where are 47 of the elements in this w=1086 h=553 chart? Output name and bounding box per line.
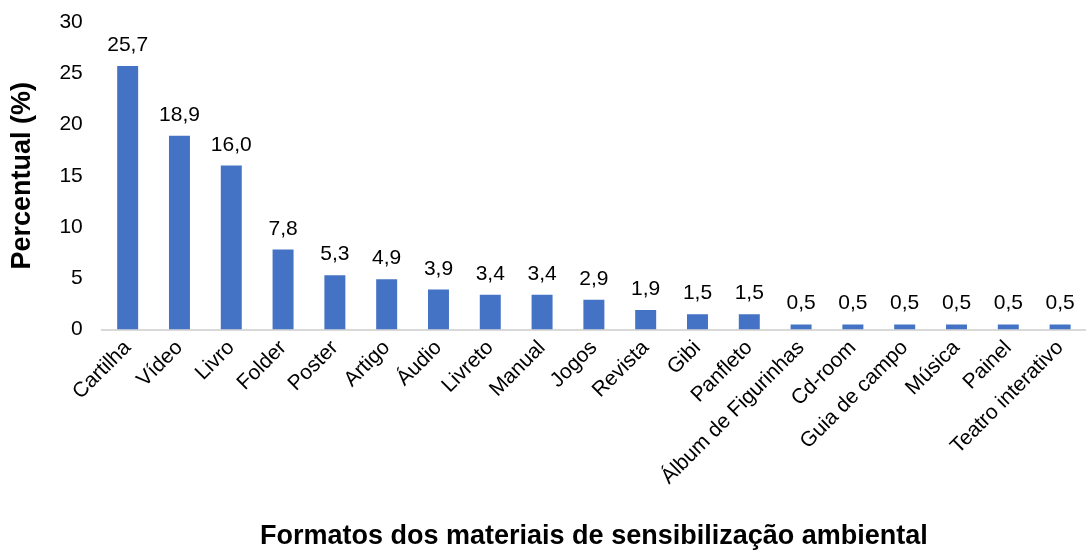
y-tick-label: 10 — [59, 213, 83, 237]
data-label: 5,3 — [320, 241, 350, 265]
data-label: 4,9 — [372, 245, 402, 269]
data-label: 16,0 — [210, 131, 252, 155]
data-label: 0,5 — [890, 290, 920, 314]
data-label: 3,4 — [527, 260, 557, 284]
bar — [168, 135, 190, 330]
data-label: 1,5 — [734, 280, 764, 304]
bar — [531, 294, 553, 330]
bar — [376, 279, 398, 330]
bar — [479, 294, 501, 330]
y-axis-title: Percentual (%) — [5, 82, 36, 270]
y-tick-label: 25 — [59, 60, 83, 84]
data-label: 0,5 — [1045, 290, 1075, 314]
data-label: 2,9 — [579, 265, 609, 289]
data-label: 18,9 — [159, 101, 200, 125]
bar — [686, 314, 708, 330]
bar — [894, 324, 916, 330]
data-label: 0,5 — [838, 290, 868, 314]
data-label: 25,7 — [107, 32, 149, 56]
bar — [1049, 324, 1071, 330]
data-label: 0,5 — [993, 290, 1023, 314]
bar — [324, 275, 346, 330]
x-axis-title: Formatos dos materiais de sensibilização ambiental — [260, 520, 928, 551]
bar — [583, 299, 605, 330]
y-tick-label: 15 — [59, 162, 83, 186]
y-tick-label: 0 — [71, 316, 83, 340]
data-label: 1,9 — [631, 276, 661, 300]
data-label: 3,4 — [475, 260, 506, 284]
bar — [738, 314, 760, 330]
data-label: 7,8 — [268, 215, 298, 239]
data-label: 3,9 — [423, 255, 454, 279]
bar — [946, 324, 967, 330]
bar — [117, 66, 139, 330]
y-tick-label: 20 — [59, 111, 83, 135]
bar — [790, 324, 812, 330]
bar — [272, 249, 294, 330]
bar — [997, 324, 1019, 330]
data-label: 0,5 — [941, 290, 972, 314]
y-tick-label: 30 — [59, 8, 83, 32]
bar — [427, 289, 449, 330]
bar — [635, 310, 657, 330]
bar — [220, 165, 242, 330]
y-tick-label: 5 — [71, 265, 83, 289]
data-label: 0,5 — [786, 290, 816, 314]
bar — [842, 324, 864, 330]
data-label: 1,5 — [682, 280, 713, 304]
